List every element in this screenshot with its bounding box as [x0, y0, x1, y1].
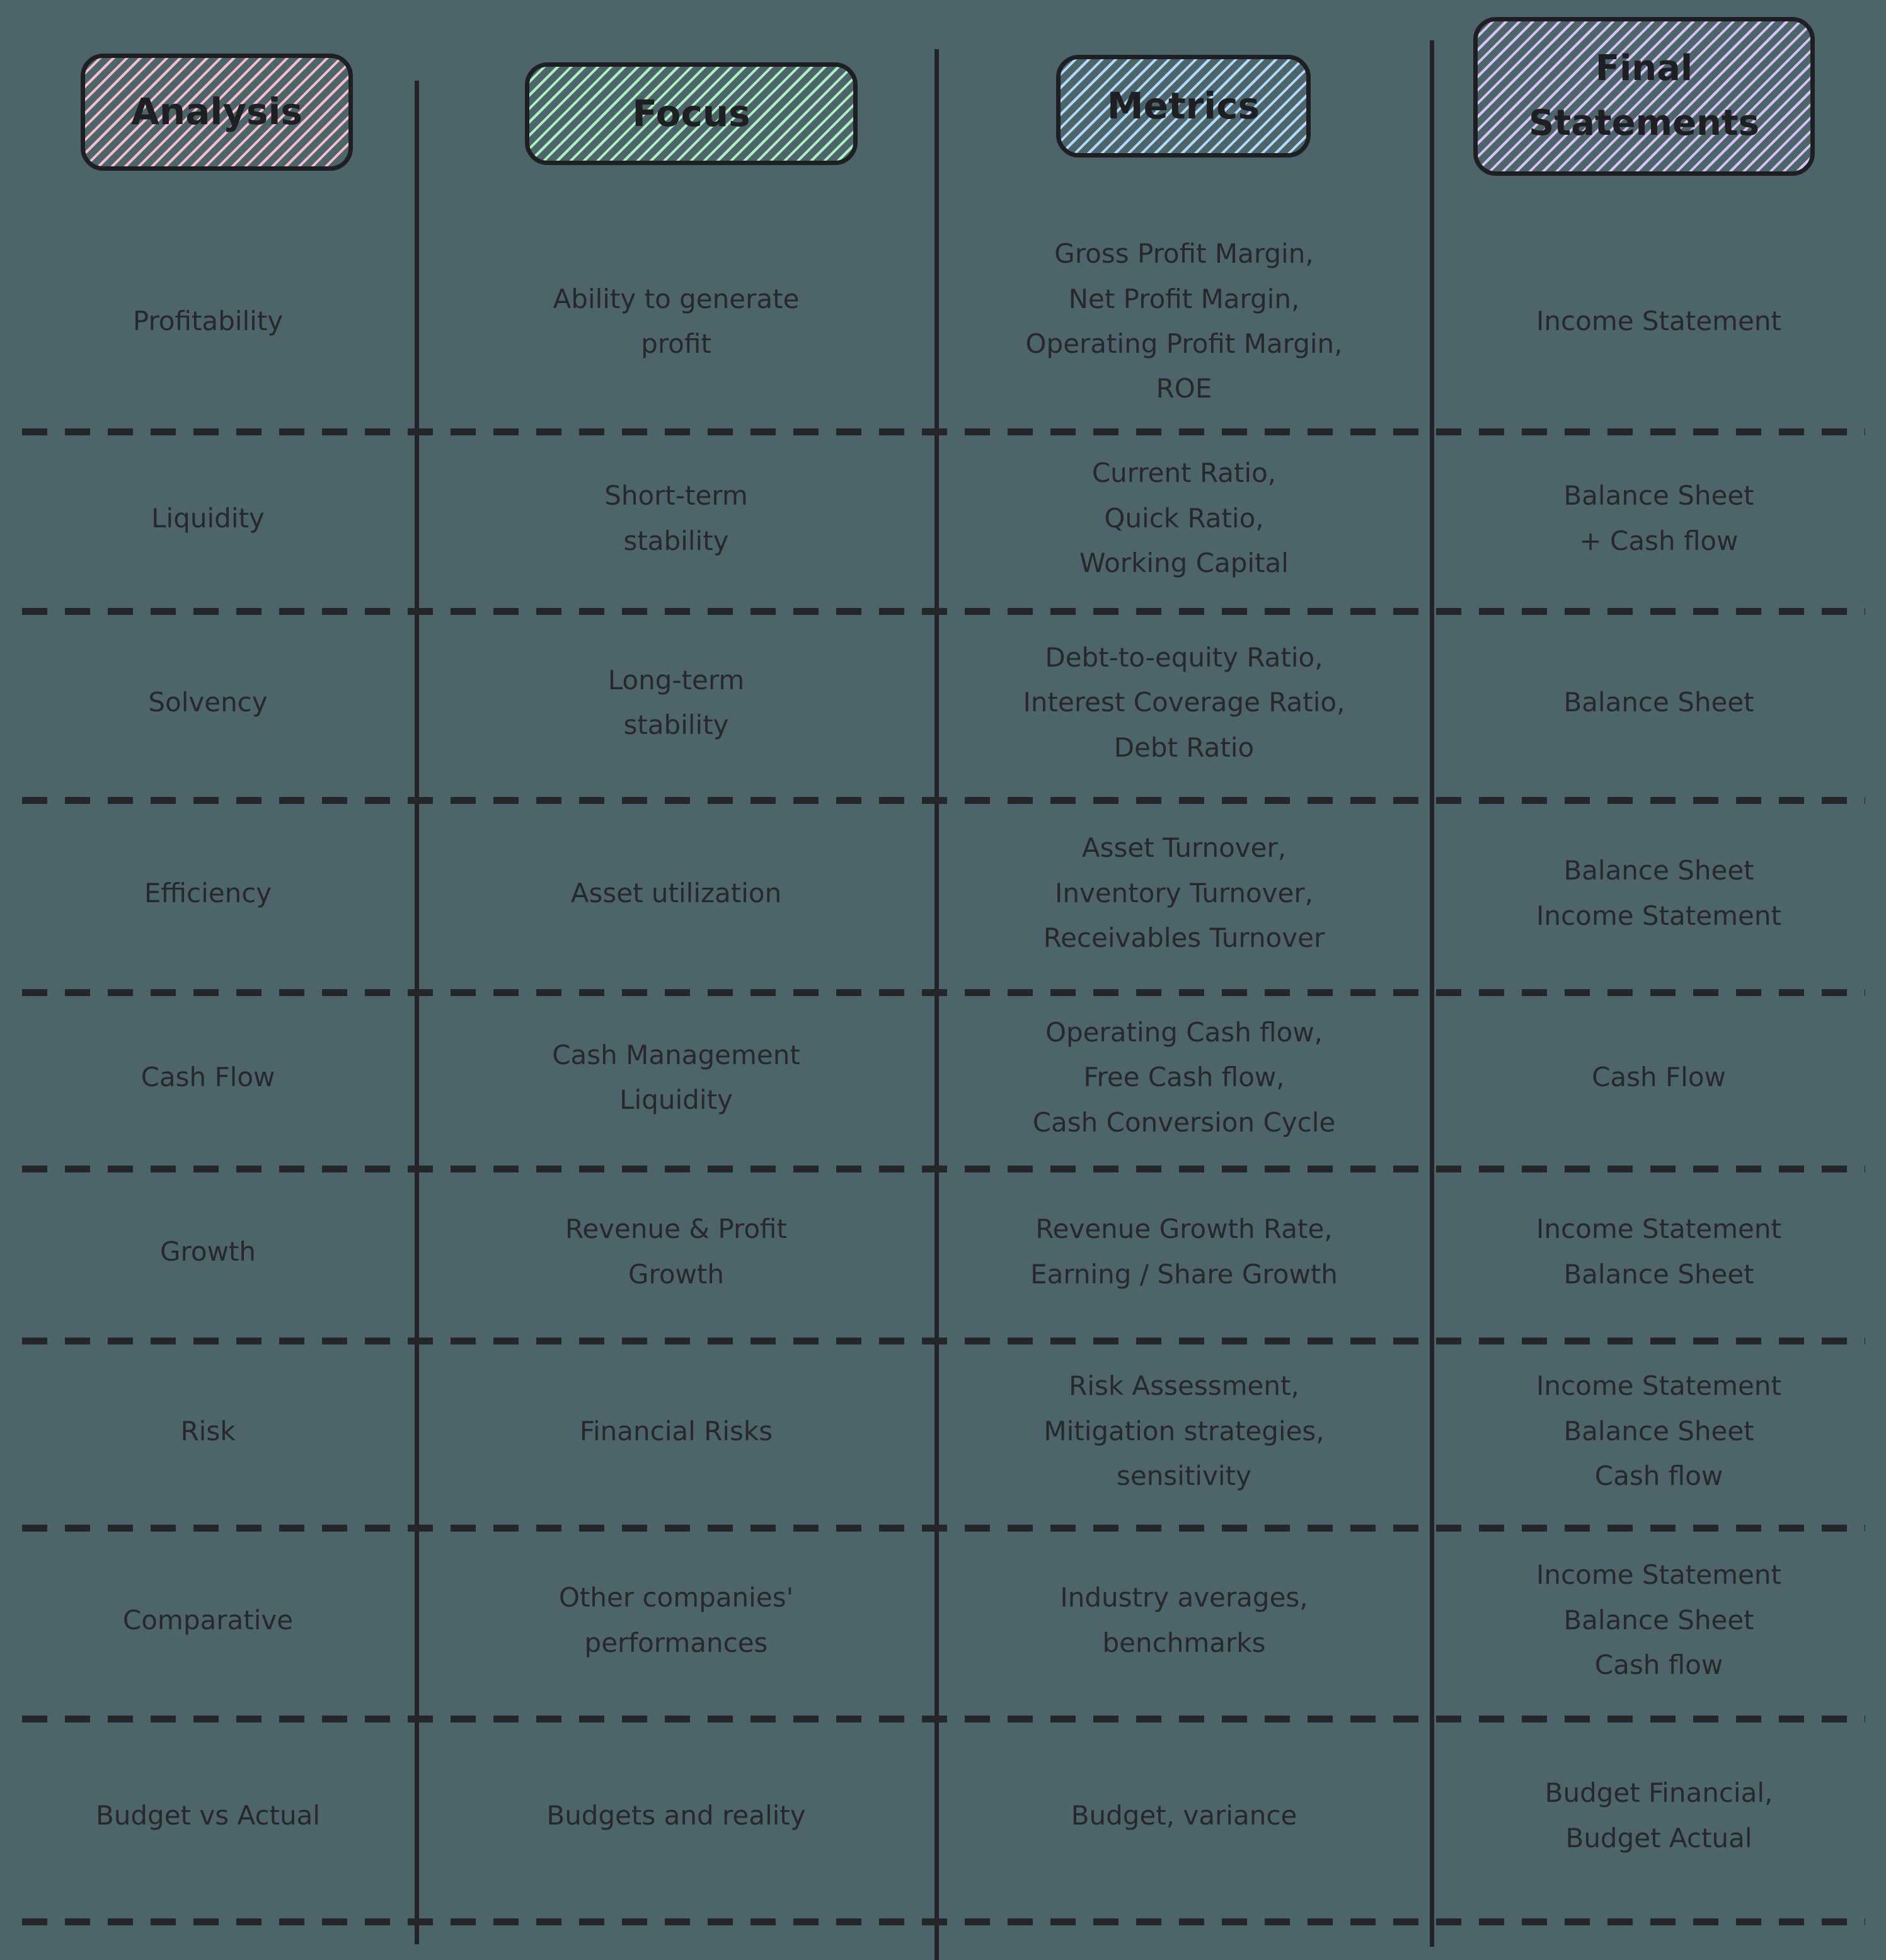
cell-focus: Revenue & Profit Growth [565, 1213, 787, 1290]
column-header-metrics: Metrics [1056, 55, 1311, 158]
cell-metrics: Debt-to-equity Ratio, Interest Coverage … [1023, 641, 1345, 763]
cell-metrics: Budget, variance [1071, 1799, 1297, 1831]
row-separator [22, 1918, 1865, 1925]
cell-statements: Income Statement Balance Sheet Cash flow [1536, 1370, 1781, 1492]
row-separator [22, 797, 1865, 804]
cell-statements: Balance Sheet + Cash flow [1563, 480, 1754, 556]
column-header-focus: Focus [525, 62, 858, 165]
row-separator [22, 1338, 1865, 1344]
column-header-analysis: Analysis [81, 54, 353, 171]
column-header-final-statements: Final Statements [1473, 17, 1815, 176]
cell-analysis: Solvency [148, 687, 268, 718]
row-separator [22, 1716, 1865, 1722]
cell-focus: Asset utilization [570, 877, 782, 908]
cell-analysis: Comparative [122, 1604, 294, 1636]
cell-focus: Other companies' performances [558, 1582, 794, 1658]
cell-focus: Short-term stability [604, 480, 748, 556]
cell-focus: Ability to generate profit [553, 283, 800, 359]
row-separator [22, 608, 1865, 615]
cell-metrics: Gross Profit Margin, Net Profit Margin, … [1025, 238, 1343, 404]
cell-statements: Cash Flow [1592, 1062, 1726, 1093]
cell-statements: Income Statement Balance Sheet Cash flow [1536, 1559, 1781, 1681]
table-body: Profitability Ability to generate profit… [0, 214, 1886, 1915]
row-separator [22, 1525, 1865, 1532]
column-divider [415, 81, 419, 1944]
cell-focus: Financial Risks [579, 1415, 773, 1447]
cell-focus: Long-term stability [607, 664, 745, 740]
cell-analysis: Risk [180, 1415, 236, 1447]
cell-analysis: Profitability [132, 306, 284, 337]
row-separator [22, 428, 1865, 435]
cell-analysis: Growth [159, 1235, 256, 1267]
cell-analysis: Cash Flow [141, 1062, 275, 1093]
cell-metrics: Risk Assessment, Mitigation strategies, … [1044, 1370, 1325, 1492]
row-separator [22, 989, 1865, 996]
cell-statements: Balance Sheet Income Statement [1536, 855, 1781, 931]
cell-focus: Cash Management Liquidity [552, 1039, 800, 1115]
cell-focus: Budgets and reality [546, 1799, 806, 1831]
cell-metrics: Industry averages, benchmarks [1060, 1582, 1308, 1658]
cell-statements: Income Statement Balance Sheet [1536, 1213, 1781, 1290]
cell-statements: Budget Financial, Budget Actual [1544, 1777, 1773, 1854]
cell-statements: Income Statement [1536, 306, 1781, 337]
cell-metrics: Asset Turnover, Inventory Turnover, Rece… [1043, 832, 1325, 954]
cell-analysis: Efficiency [144, 877, 272, 908]
cell-metrics: Current Ratio, Quick Ratio, Working Capi… [1079, 457, 1289, 579]
cell-statements: Balance Sheet [1563, 687, 1754, 718]
column-divider [934, 49, 939, 1960]
row-separator [22, 1166, 1865, 1172]
cell-analysis: Budget vs Actual [95, 1799, 321, 1831]
cell-metrics: Operating Cash flow, Free Cash flow, Cas… [1032, 1016, 1336, 1138]
cell-analysis: Liquidity [151, 502, 265, 534]
cell-metrics: Revenue Growth Rate, Earning / Share Gro… [1030, 1213, 1338, 1290]
